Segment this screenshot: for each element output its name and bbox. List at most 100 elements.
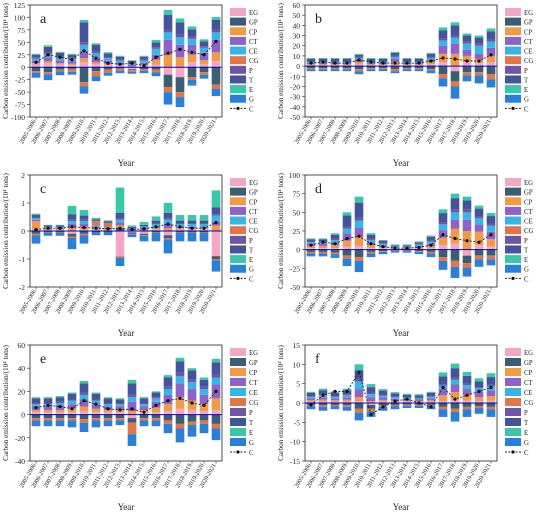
- bar-segment-t: [91, 44, 101, 52]
- bar-segment-ce: [139, 60, 149, 63]
- bar-segment-t: [402, 394, 412, 398]
- legend-label-c: C: [249, 276, 254, 283]
- legend-label-p: P: [524, 68, 528, 75]
- bar-segment-e: [187, 215, 197, 221]
- legend-label-ct: CT: [524, 380, 534, 387]
- c-point: [465, 59, 469, 63]
- bar-segment-p: [163, 218, 173, 220]
- bar-segment-ce: [115, 219, 125, 223]
- bar-segment-e: [55, 396, 65, 398]
- y-tick-label: 40: [293, 21, 301, 30]
- legend-label-cp: CP: [524, 370, 533, 377]
- c-point: [393, 399, 397, 403]
- bar-segment-p: [330, 238, 340, 240]
- bar-segment-cg: [43, 418, 53, 421]
- bar-segment-p: [426, 396, 436, 397]
- bar-segment-p: [187, 36, 197, 39]
- legend-swatch-cp: [230, 27, 246, 36]
- bar-segment-cp: [378, 399, 388, 402]
- bar-segment-t: [354, 54, 364, 57]
- c-point: [345, 61, 349, 65]
- bar-segment-gp: [211, 67, 221, 85]
- bar-segment-t: [426, 392, 436, 397]
- bar-segment-cg: [211, 259, 221, 261]
- legend-swatch-ct: [230, 378, 246, 386]
- c-point: [429, 243, 433, 247]
- bar-segment-e: [438, 27, 448, 31]
- legend-swatch-cg: [230, 398, 246, 406]
- bar-segment-p: [438, 222, 448, 225]
- bar-segment-e: [450, 193, 460, 199]
- legend-swatch-p: [230, 408, 246, 416]
- y-tick-label: 40: [18, 364, 26, 373]
- bar-segment-t: [151, 392, 161, 398]
- bar-segment-t: [163, 212, 173, 219]
- bar-segment-t: [103, 221, 113, 223]
- bar-segment-gp: [211, 256, 221, 259]
- bar-segment-p: [414, 243, 424, 245]
- y-tick-label: 0: [21, 63, 25, 72]
- bar-segment-cg: [354, 257, 364, 261]
- bar-segment-gp: [462, 403, 472, 407]
- bar-segment-t: [354, 370, 364, 380]
- bar-segment-cp: [163, 54, 173, 68]
- y-tick-label: 20: [293, 42, 301, 51]
- legend-swatch-ce: [230, 46, 246, 55]
- bar-segment-g: [199, 232, 209, 242]
- bar-segment-eg: [378, 65, 388, 67]
- bar-segment-g: [163, 92, 173, 105]
- bar-segment-g: [163, 239, 173, 254]
- bar-segment-t: [390, 52, 400, 56]
- bar-segment-p: [187, 223, 197, 224]
- bar-segment-ct: [175, 44, 185, 58]
- y-tick-label: -15: [290, 457, 300, 466]
- bar-segment-cg: [330, 252, 340, 255]
- bar-segment-g: [318, 253, 328, 257]
- legend-swatch-gp: [230, 187, 246, 196]
- y-tick-label: 60: [293, 1, 301, 10]
- bar-segment-p: [486, 223, 496, 226]
- bar-segment-e: [199, 215, 209, 221]
- bar-segment-g: [31, 72, 41, 78]
- bar-segment-t: [354, 202, 364, 218]
- legend-label-cp: CP: [524, 29, 533, 36]
- y-tick-label: 1: [21, 199, 25, 208]
- bar-segment-ce: [127, 397, 137, 402]
- bar-segment-p: [330, 396, 340, 397]
- bar-segment-ce: [378, 243, 388, 246]
- c-point: [166, 399, 170, 403]
- bar-segment-e: [115, 187, 125, 213]
- bar-segment-t: [378, 58, 388, 61]
- bar-segment-g: [474, 75, 484, 84]
- bar-segment-ce: [450, 212, 460, 220]
- bar-segment-cp: [211, 52, 221, 62]
- bar-segment-t: [342, 58, 352, 61]
- c-point: [405, 397, 409, 401]
- bar-segment-cp: [79, 58, 89, 63]
- bar-segment-cp: [211, 225, 221, 231]
- bar-segment-eg: [438, 62, 448, 67]
- bar-segment-eg: [151, 64, 161, 68]
- bar-segment-t: [438, 213, 448, 223]
- legend-label-gp: GP: [249, 360, 258, 367]
- panel-c: -2-10122005-20062006-20072007-20082008-2…: [2, 171, 259, 338]
- bar-segment-ct: [43, 57, 53, 62]
- bar-segment-ct: [115, 222, 125, 226]
- panel-letter: c: [40, 182, 46, 197]
- bar-segment-cg: [402, 250, 412, 252]
- legend-swatch-ce: [505, 388, 521, 396]
- bar-segment-gp: [199, 67, 209, 73]
- bar-segment-g: [103, 72, 113, 76]
- bar-segment-ct: [378, 397, 388, 400]
- bar-segment-e: [67, 205, 77, 215]
- legend-swatch-e: [505, 255, 521, 264]
- legend-label-g: G: [249, 440, 254, 447]
- bar-segment-cg: [438, 74, 448, 79]
- bar-segment-g: [462, 267, 472, 277]
- bar-segment-e: [79, 380, 89, 384]
- legend-label-gp: GP: [524, 190, 533, 197]
- bar-segment-eg: [115, 231, 125, 257]
- legend-swatch-ct: [230, 206, 246, 215]
- bar-segment-g: [31, 235, 41, 244]
- bar-segment-eg: [67, 65, 77, 68]
